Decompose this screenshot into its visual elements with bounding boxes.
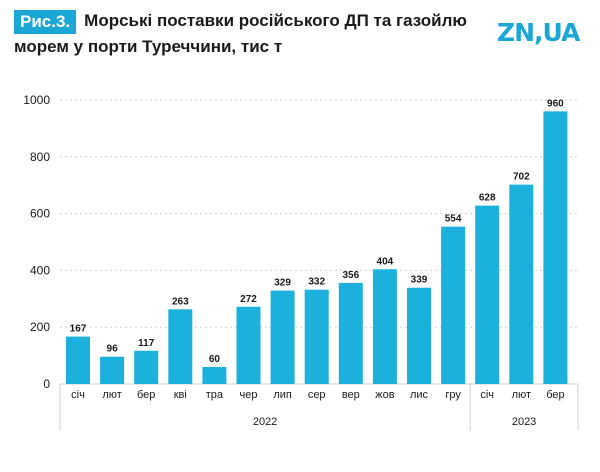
x-tick-label: бер — [137, 389, 155, 401]
data-label: 117 — [138, 338, 155, 349]
data-label: 329 — [274, 278, 291, 289]
bar — [304, 289, 329, 384]
bar — [372, 269, 397, 384]
x-tick-label: чер — [240, 389, 258, 401]
x-tick-label: лют — [512, 389, 531, 401]
x-tick-label: лют — [102, 389, 121, 401]
bar — [168, 309, 193, 384]
bar — [407, 287, 431, 384]
x-tick-label: гру — [445, 389, 461, 401]
x-tick-label: сер — [308, 389, 326, 401]
x-tick-label: бер — [546, 389, 564, 401]
data-label: 339 — [411, 275, 428, 286]
data-label: 263 — [172, 296, 189, 307]
x-tick-label: лип — [273, 389, 292, 401]
bar — [475, 205, 500, 384]
bar — [236, 306, 261, 384]
bar — [509, 184, 534, 384]
x-tick-label: кві — [174, 389, 187, 401]
bar — [202, 366, 227, 384]
x-tick-label: жов — [375, 389, 394, 401]
group-label: 2022 — [253, 416, 277, 428]
chart-title-1: Морські поставки російського ДП та газой… — [84, 11, 467, 30]
x-tick-label: вер — [342, 389, 360, 401]
data-label: 332 — [308, 277, 325, 288]
y-tick-label: 400 — [30, 263, 50, 277]
bar — [66, 336, 90, 384]
bar — [441, 226, 466, 384]
logo-text: ZN,UA — [497, 18, 580, 47]
y-tick-label: 1000 — [23, 93, 50, 107]
bar — [338, 282, 363, 384]
bar — [270, 290, 295, 384]
x-tick-label: січ — [71, 389, 85, 401]
data-label: 167 — [70, 324, 87, 335]
x-tick-label: січ — [480, 389, 494, 401]
y-tick-label: 800 — [30, 150, 50, 164]
zn-ua-logo: ZN,UA — [497, 18, 580, 48]
x-tick-label: лис — [410, 389, 429, 401]
data-label: 628 — [479, 193, 496, 204]
bar — [543, 111, 568, 385]
data-label: 356 — [342, 270, 359, 281]
y-tick-label: 200 — [30, 320, 50, 334]
chart-header: Рис.3. Морські поставки російського ДП та… — [14, 10, 494, 58]
y-tick-label: 600 — [30, 207, 50, 221]
title-line-1: Рис.3. Морські поставки російського ДП та… — [14, 10, 494, 34]
data-label: 554 — [445, 214, 462, 225]
group-label: 2023 — [512, 416, 536, 428]
data-label: 96 — [107, 344, 119, 355]
data-label: 960 — [547, 98, 564, 109]
x-tick-label: тра — [206, 389, 224, 401]
figure-label: Рис.3. — [14, 10, 77, 34]
bar — [100, 356, 125, 384]
bar — [134, 350, 159, 384]
chart-title-2: морем у порти Туреччини, тис т — [14, 37, 283, 56]
data-label: 60 — [209, 354, 221, 365]
data-label: 702 — [513, 172, 530, 183]
y-tick-label: 0 — [43, 377, 50, 391]
data-label: 272 — [240, 294, 257, 305]
data-label: 404 — [377, 256, 394, 267]
